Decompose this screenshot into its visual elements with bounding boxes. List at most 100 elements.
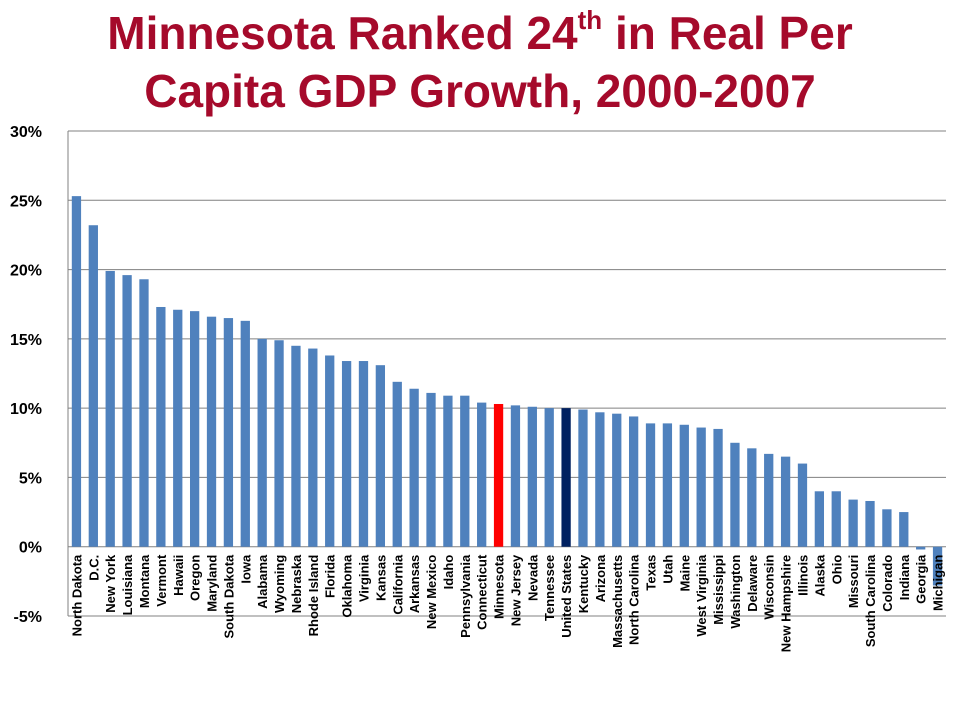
bar-maine <box>679 424 689 547</box>
x-tick-label: South Carolina <box>863 554 878 647</box>
y-tick-label: 5% <box>19 470 42 487</box>
bar-florida <box>325 355 335 547</box>
chart-title: Minnesota Ranked 24th in Real Per Capita… <box>0 4 960 120</box>
bars <box>71 196 943 586</box>
x-tick-label: New Mexico <box>424 555 439 629</box>
title-line2: Capita GDP Growth, 2000-2007 <box>144 65 816 117</box>
x-tick-label: Tennessee <box>542 555 557 621</box>
x-tick-label: West Virginia <box>694 554 709 637</box>
bar-hawaii <box>173 309 183 547</box>
y-tick-label: 15% <box>10 332 42 349</box>
x-tick-label: Alabama <box>255 554 270 609</box>
bar-iowa <box>240 320 250 547</box>
bar-georgia <box>916 546 926 550</box>
x-tick-label: Michigan <box>931 555 946 611</box>
x-tick-label: Connecticut <box>475 554 490 630</box>
bar-nevada <box>527 406 537 547</box>
x-tick-label: Pennsylvania <box>458 554 473 638</box>
bar-montana <box>139 279 149 547</box>
bar-wisconsin <box>764 453 774 547</box>
x-tick-label: United States <box>559 555 574 638</box>
x-tick-label: North Carolina <box>627 554 642 645</box>
bar-minnesota <box>493 403 504 547</box>
bar-massachusetts <box>612 413 622 547</box>
bar-indiana <box>899 512 909 547</box>
bar-virginia <box>358 361 369 547</box>
bar-new-hampshire <box>780 456 791 547</box>
x-tick-label: Washington <box>728 555 743 629</box>
x-tick-label: Arizona <box>593 554 608 602</box>
bar-new-jersey <box>510 405 521 547</box>
bar-arizona <box>595 412 605 547</box>
x-tick-label: Colorado <box>880 555 895 612</box>
x-tick-label: Utah <box>660 555 675 584</box>
x-tick-label: Vermont <box>154 554 169 607</box>
bar-missouri <box>848 499 858 547</box>
bar-utah <box>662 423 673 547</box>
x-tick-label: Maine <box>677 555 692 592</box>
x-tick-label: Virginia <box>356 554 371 602</box>
x-tick-label: Louisiana <box>120 554 135 615</box>
bar-united-states <box>561 408 571 547</box>
bar-south-dakota <box>223 318 234 547</box>
x-tick-label: Rhode Island <box>306 555 321 637</box>
x-tick-label: Illinois <box>795 555 810 596</box>
bar-pennsylvania <box>460 395 470 547</box>
bar-south-carolina <box>865 500 875 547</box>
bar-texas <box>645 423 656 547</box>
x-tick-label: Kansas <box>373 555 388 601</box>
x-tick-label: Delaware <box>745 555 760 612</box>
y-axis: -5% 0% 5% 10% 15% 20% 25% 30% <box>10 124 69 626</box>
x-tick-label: Wyoming <box>272 555 287 613</box>
x-tick-label: Maryland <box>205 555 220 612</box>
x-tick-label: North Dakota <box>69 554 84 636</box>
x-tick-label: California <box>390 554 405 615</box>
x-tick-label: Mississippi <box>711 555 726 625</box>
x-tick-label: Missouri <box>846 555 861 608</box>
bar-ohio <box>831 491 841 547</box>
bar-north-dakota <box>71 196 82 547</box>
title-superscript: th <box>577 5 603 35</box>
gridlines <box>68 130 946 617</box>
y-tick-label: 10% <box>10 401 42 418</box>
x-tick-label: Alaska <box>812 554 827 597</box>
x-tick-label: Wisconsin <box>762 555 777 620</box>
x-tick-label: Massachusetts <box>610 555 625 648</box>
x-tick-label: New Jersey <box>508 554 523 626</box>
y-tick-label: -5% <box>14 609 42 626</box>
y-tick-label: 25% <box>10 193 42 210</box>
x-tick-label: South Dakota <box>221 554 236 639</box>
x-tick-label: Texas <box>644 555 659 591</box>
bar-delaware <box>747 448 757 547</box>
bar-rhode-island <box>308 348 318 547</box>
x-tick-label: D.C. <box>86 555 101 581</box>
bar-idaho <box>443 395 453 547</box>
bar-california <box>392 381 402 547</box>
x-tick-label: New York <box>103 554 118 613</box>
x-tick-label: Iowa <box>238 554 253 584</box>
x-tick-label: Kentucky <box>576 554 591 613</box>
bar-new-mexico <box>426 392 436 547</box>
x-tick-label: Indiana <box>897 554 912 600</box>
bar-north-carolina <box>628 416 639 547</box>
y-tick-label: 0% <box>19 540 42 557</box>
bar-d-c <box>88 225 98 547</box>
y-tick-label: 30% <box>10 124 42 141</box>
x-axis-labels: North Dakota D.C. New York Louisiana Montana… <box>69 554 945 652</box>
bar-connecticut <box>477 402 487 547</box>
x-tick-label: Montana <box>137 554 152 608</box>
x-tick-label: New Hampshire <box>779 555 794 653</box>
bar-illinois <box>797 463 808 547</box>
bar-kansas <box>375 365 386 547</box>
x-tick-label: Arkansas <box>407 555 422 614</box>
bar-new-york <box>105 270 115 547</box>
bar-vermont <box>156 306 166 547</box>
bar-alaska <box>814 491 825 547</box>
bar-louisiana <box>122 275 132 547</box>
bar-west-virginia <box>696 427 706 547</box>
x-tick-label: Minnesota <box>492 554 507 619</box>
y-tick-label: 20% <box>10 263 42 280</box>
bar-oregon <box>189 311 200 547</box>
x-tick-label: Oregon <box>188 555 203 601</box>
